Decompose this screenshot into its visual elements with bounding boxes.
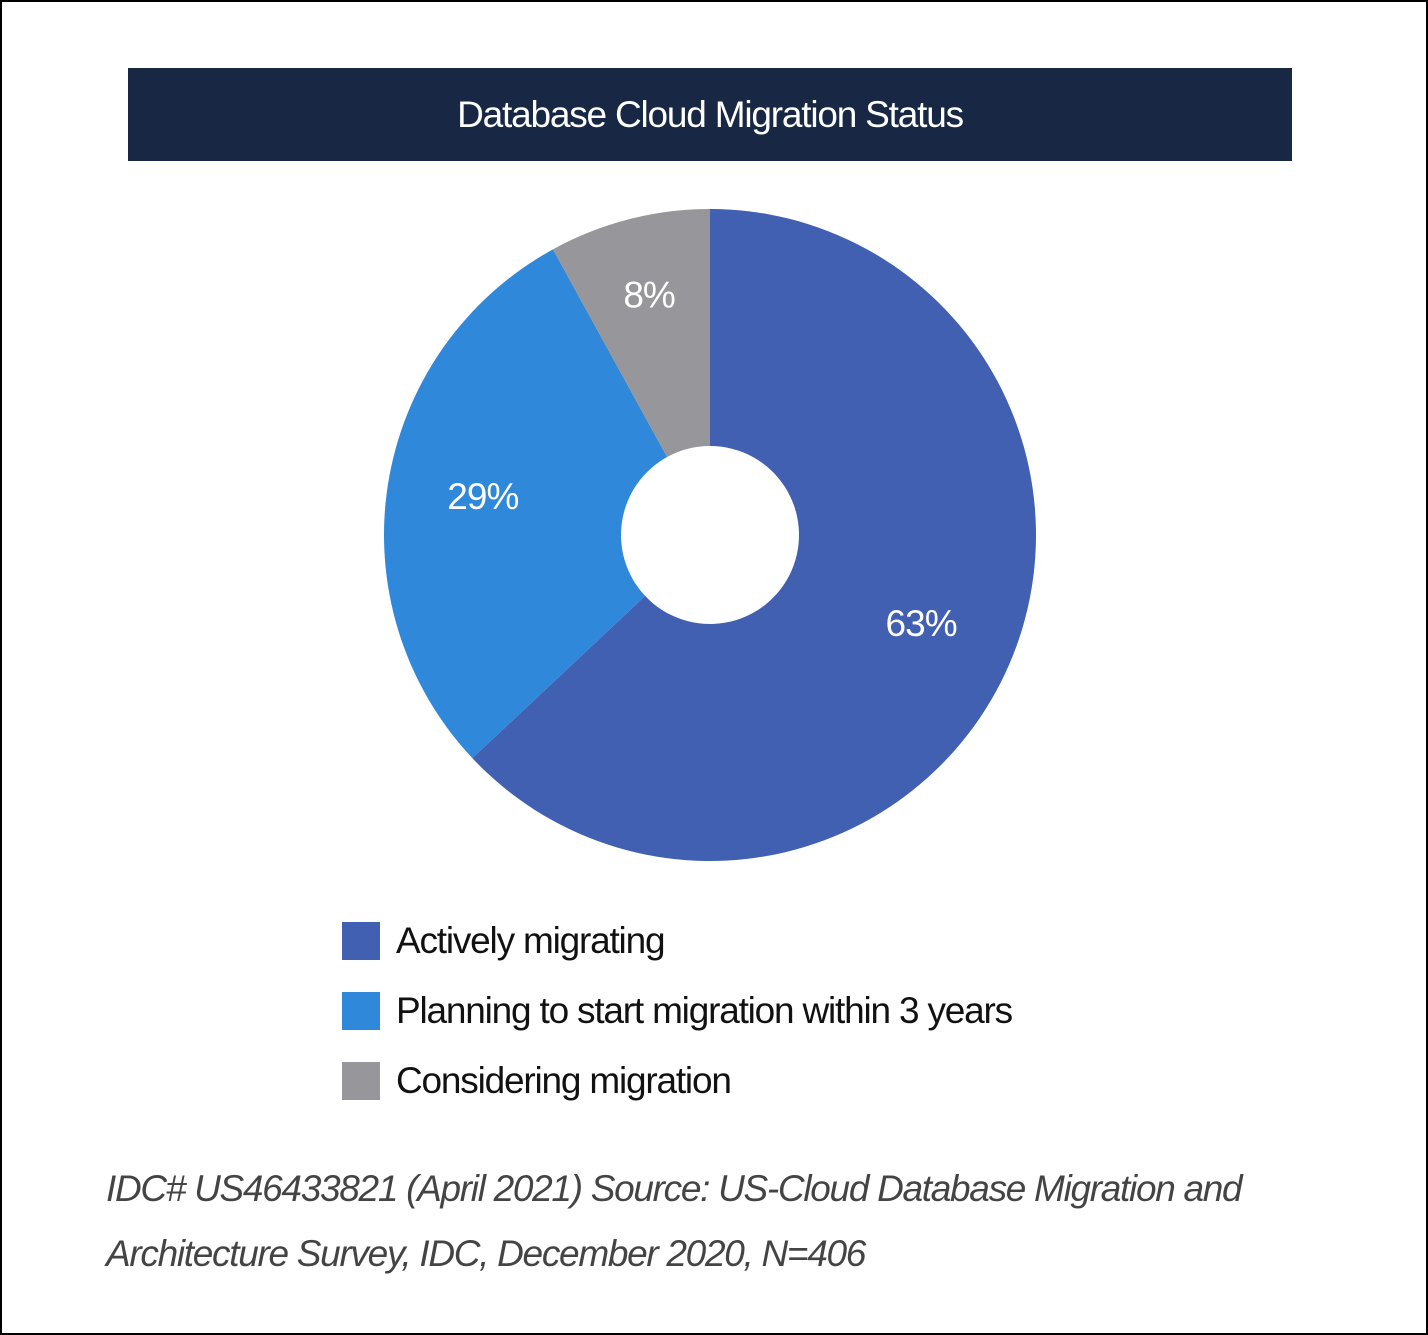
slice-label-planning-to-start-migration-within-3-years: 29% bbox=[447, 476, 518, 517]
chart-title: Database Cloud Migration Status bbox=[457, 93, 964, 135]
chart-legend: Actively migrating Planning to start mig… bbox=[342, 906, 1013, 1116]
chart-title-bar: Database Cloud Migration Status bbox=[128, 68, 1292, 161]
slice-actively-migrating bbox=[472, 209, 1036, 861]
legend-label-planning: Planning to start migration within 3 yea… bbox=[396, 990, 1013, 1031]
slice-considering-migration bbox=[552, 209, 710, 458]
legend-item-considering: Considering migration bbox=[342, 1046, 1012, 1116]
legend-item-actively-migrating: Actively migrating bbox=[342, 906, 1012, 976]
legend-swatch-considering bbox=[342, 1062, 380, 1100]
source-note: IDC# US46433821 (April 2021) Source: US-… bbox=[106, 1168, 1243, 1274]
slice-planning-to-start-migration-within-3-years bbox=[383, 249, 668, 759]
slice-label-actively-migrating: 63% bbox=[886, 603, 957, 644]
legend-swatch-actively-migrating bbox=[342, 922, 380, 960]
slice-label-considering-migration: 8% bbox=[623, 274, 675, 315]
legend-item-planning: Planning to start migration within 3 yea… bbox=[342, 976, 1013, 1046]
legend-label-actively-migrating: Actively migrating bbox=[396, 920, 666, 961]
legend-label-considering: Considering migration bbox=[396, 1060, 732, 1101]
legend-swatch-planning bbox=[342, 992, 380, 1030]
donut-chart: 63% 29% 8% bbox=[383, 209, 1036, 861]
